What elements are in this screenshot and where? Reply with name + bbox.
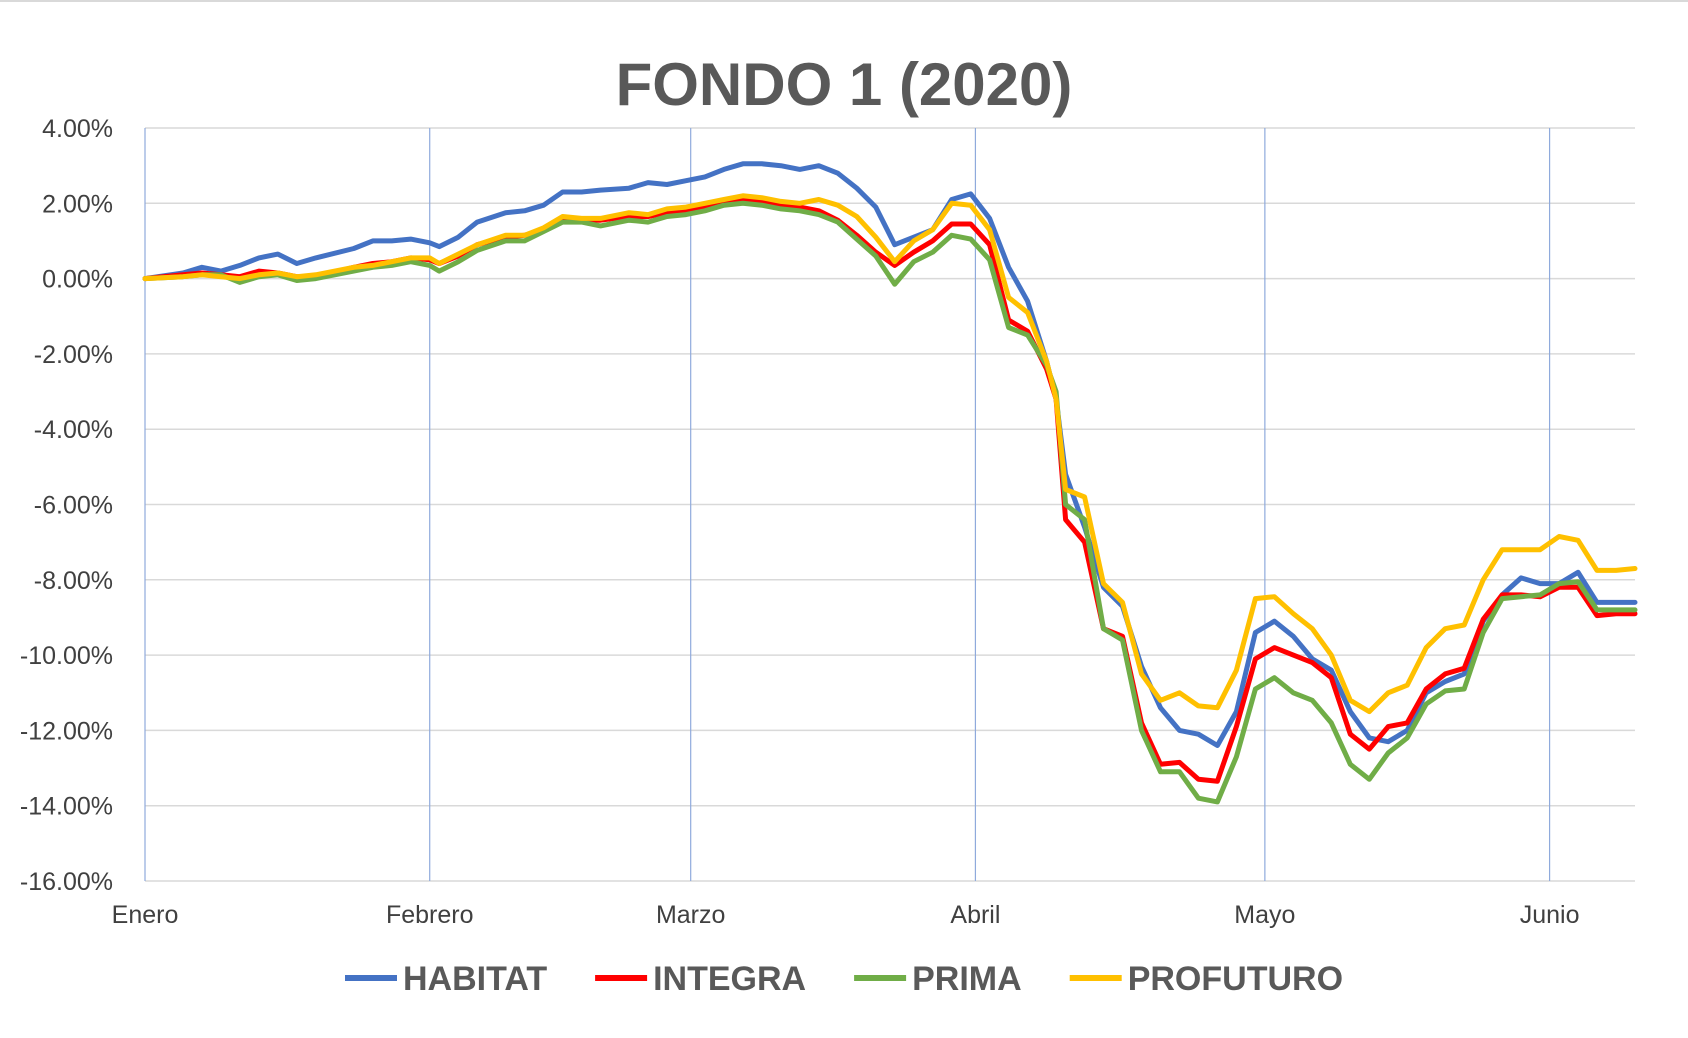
legend-label: PRIMA — [912, 960, 1022, 998]
y-tick-label: -12.00% — [20, 717, 113, 745]
y-tick-label: 2.00% — [42, 190, 113, 218]
legend-label: PROFUTURO — [1128, 960, 1343, 998]
x-tick-label: Mayo — [1234, 901, 1295, 929]
x-tick-label: Enero — [112, 901, 179, 929]
legend-label: HABITAT — [403, 960, 547, 998]
x-tick-label: Marzo — [656, 901, 725, 929]
y-tick-label: -16.00% — [20, 868, 113, 896]
y-tick-label: -14.00% — [20, 793, 113, 821]
y-tick-label: 4.00% — [42, 115, 113, 143]
vertical-gridlines — [144, 128, 1551, 881]
y-tick-label: -4.00% — [34, 416, 113, 444]
series-line-prima — [142, 200, 1638, 805]
y-tick-label: -2.00% — [34, 341, 113, 369]
legend-item-profuturo: PROFUTURO — [1069, 960, 1343, 998]
y-tick-label: -10.00% — [20, 642, 113, 670]
x-axis-tick-labels: Enero Febrero Marzo Abril Mayo Junio — [112, 901, 1580, 929]
series-line-profuturo — [142, 193, 1638, 715]
series-lines — [142, 161, 1638, 805]
x-tick-label: Febrero — [386, 901, 474, 929]
y-tick-label: -6.00% — [34, 492, 113, 520]
y-axis-tick-labels: 4.00% 2.00% 0.00% -2.00% -4.00% -6.00% -8.00% -… — [20, 115, 113, 896]
legend: HABITAT INTEGRA PRIMA PROFUTURO — [345, 960, 1343, 998]
legend-item-integra: INTEGRA — [595, 960, 806, 998]
y-tick-label: 0.00% — [42, 266, 113, 294]
legend-label: INTEGRA — [653, 960, 806, 998]
x-tick-label: Junio — [1520, 901, 1580, 929]
chart-title: FONDO 1 (2020) — [616, 51, 1073, 118]
x-tick-label: Abril — [950, 901, 1000, 929]
legend-item-habitat: HABITAT — [345, 960, 547, 998]
legend-item-prima: PRIMA — [854, 960, 1022, 998]
y-tick-label: -8.00% — [34, 567, 113, 595]
